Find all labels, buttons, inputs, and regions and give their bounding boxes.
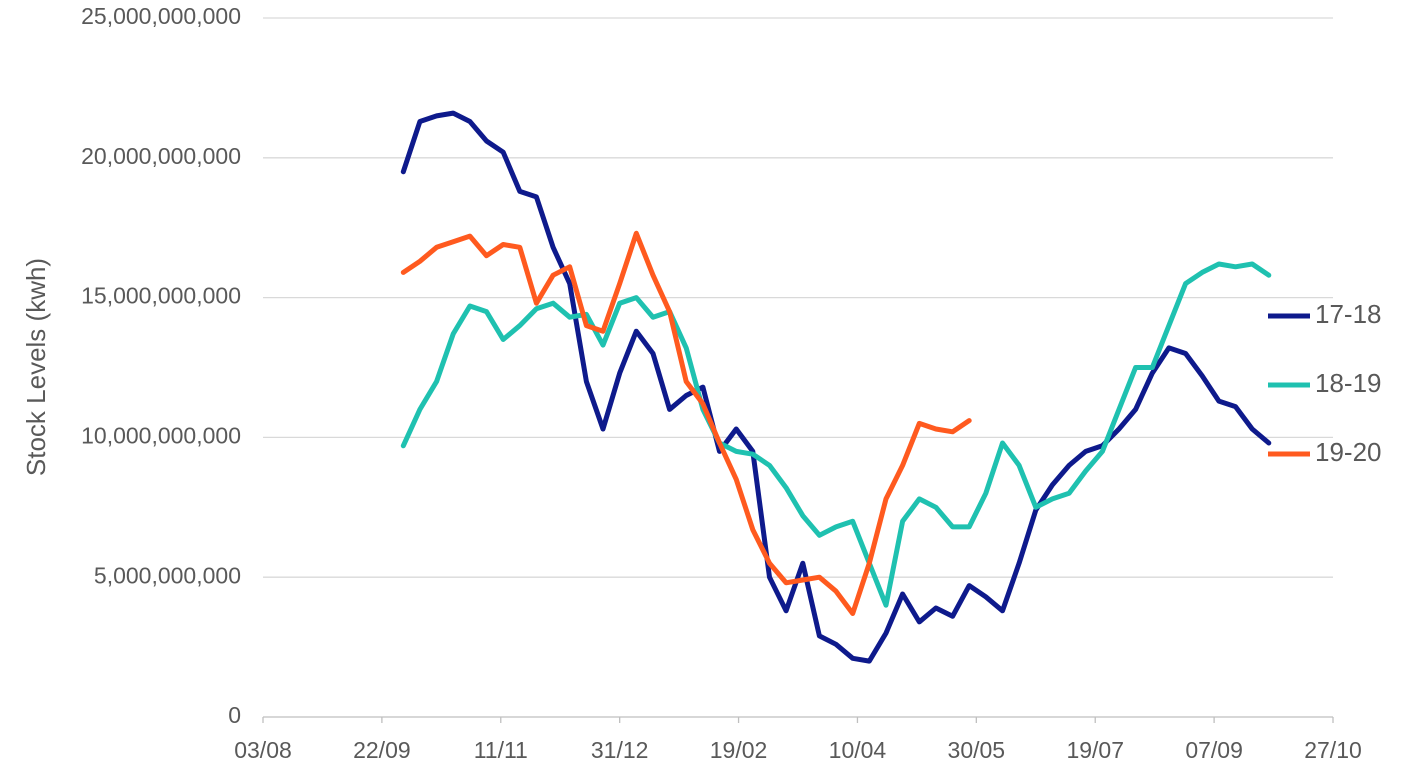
legend-label: 17-18 (1315, 299, 1382, 329)
x-tick-label: 31/12 (591, 737, 649, 763)
legend-label: 18-19 (1315, 368, 1382, 398)
x-tick-label: 19/07 (1066, 737, 1124, 763)
x-tick-label: 11/11 (474, 737, 528, 763)
series-line (400, 230, 972, 616)
x-tick-label: 27/10 (1304, 737, 1362, 763)
y-tick-label: 0 (228, 702, 241, 728)
y-axis-title: Stock Levels (kwh) (21, 258, 51, 476)
legend-label: 19-20 (1315, 437, 1382, 467)
y-tick-label: 20,000,000,000 (81, 143, 241, 169)
x-tick-label: 30/05 (948, 737, 1006, 763)
series-line (400, 261, 1272, 608)
series-line (400, 110, 1272, 664)
y-tick-label: 5,000,000,000 (94, 562, 241, 588)
x-tick-label: 03/08 (234, 737, 292, 763)
x-tick-label: 19/02 (710, 737, 768, 763)
x-tick-label: 10/04 (829, 737, 887, 763)
y-tick-label: 25,000,000,000 (81, 3, 241, 29)
y-tick-label: 15,000,000,000 (81, 283, 241, 309)
x-tick-label: 07/09 (1185, 737, 1243, 763)
y-tick-label: 10,000,000,000 (81, 422, 241, 448)
x-tick-label: 22/09 (353, 737, 411, 763)
